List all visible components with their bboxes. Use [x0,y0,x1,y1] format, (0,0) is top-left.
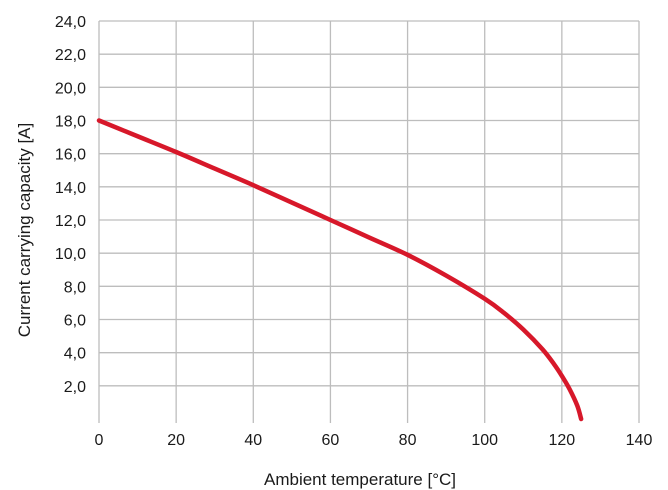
series-layer [96,118,584,422]
y-tick-label: 22,0 [55,47,86,64]
grid [98,20,640,423]
y-tick-label: 6,0 [64,313,86,330]
y-tick-label: 2,0 [64,379,86,396]
y-tick-label: 18,0 [55,114,86,131]
y-tick-label: 24,0 [55,14,86,31]
y-axis-label: Current carrying capacity [A] [15,123,34,337]
y-tick-label: 14,0 [55,180,86,197]
y-tick-label: 16,0 [55,147,86,164]
x-axis-label: Ambient temperature [°C] [264,470,456,489]
x-tick-label: 80 [399,432,417,449]
y-tick-label: 8,0 [64,279,86,296]
x-tick-label: 120 [549,432,576,449]
y-axis-ticks: 2,0 4,0 6,0 8,0 10,0 12,0 14,0 16,0 18,0 20,0 22,0… [55,14,86,396]
x-tick-label: 140 [626,432,653,449]
x-tick-label: 100 [471,432,498,449]
x-tick-label: 60 [322,432,340,449]
x-tick-label: 20 [167,432,185,449]
y-tick-label: 10,0 [55,246,86,263]
x-tick-label: 40 [244,432,262,449]
y-tick-label: 12,0 [55,213,86,230]
x-tick-label: 0 [95,432,104,449]
x-axis-ticks: 0 20 40 60 80 100 120 140 [95,432,653,449]
y-tick-label: 20,0 [55,80,86,97]
y-tick-label: 4,0 [64,346,86,363]
series-line [96,118,584,422]
